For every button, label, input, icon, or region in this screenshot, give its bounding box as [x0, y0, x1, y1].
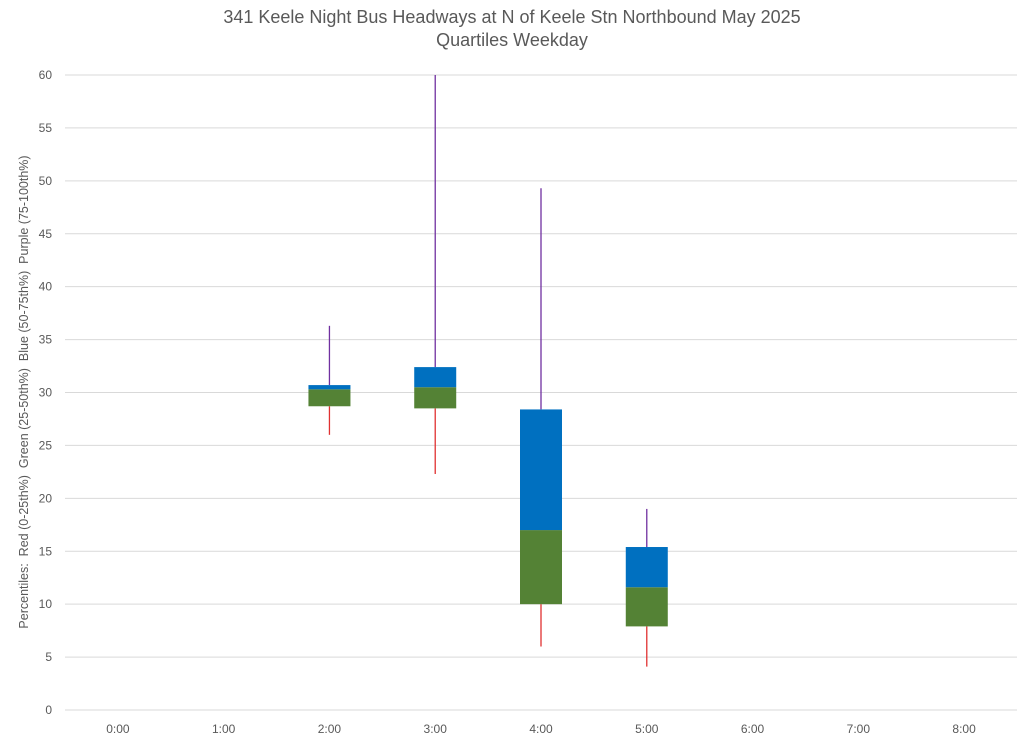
x-tick-label: 0:00 [106, 722, 130, 736]
y-tick-label: 35 [39, 333, 53, 347]
upper-box [308, 385, 351, 390]
y-tick-label: 40 [39, 280, 53, 294]
y-tick-label: 10 [39, 597, 53, 611]
y-tick-label: 15 [39, 544, 53, 558]
x-tick-label: 1:00 [212, 722, 236, 736]
chart-title-line1: 341 Keele Night Bus Headways at N of Kee… [223, 7, 801, 27]
x-tick-label: 7:00 [847, 722, 871, 736]
y-tick-label: 30 [39, 386, 53, 400]
y-tick-label: 55 [39, 121, 53, 135]
x-tick-label: 3:00 [424, 722, 448, 736]
x-tick-label: 4:00 [529, 722, 553, 736]
lower-box [414, 387, 457, 409]
x-tick-label: 5:00 [635, 722, 659, 736]
lower-box [308, 389, 351, 407]
y-tick-label: 50 [39, 174, 53, 188]
upper-box [625, 547, 668, 588]
upper-box [520, 409, 562, 531]
y-tick-label: 25 [39, 438, 53, 452]
y-tick-label: 20 [39, 491, 53, 505]
y-tick-label: 5 [45, 650, 52, 664]
x-tick-label: 8:00 [952, 722, 976, 736]
x-tick-label: 2:00 [318, 722, 342, 736]
lower-box [625, 587, 668, 627]
y-tick-label: 45 [39, 227, 53, 241]
x-tick-label: 6:00 [741, 722, 765, 736]
lower-box [520, 530, 562, 605]
y-tick-label: 0 [45, 703, 52, 717]
chart-subtitle: Quartiles Weekday [436, 30, 588, 50]
chart-title: 341 Keele Night Bus Headways at N of Kee… [0, 6, 1024, 52]
y-tick-label: 60 [39, 68, 53, 82]
upper-box [414, 367, 457, 388]
